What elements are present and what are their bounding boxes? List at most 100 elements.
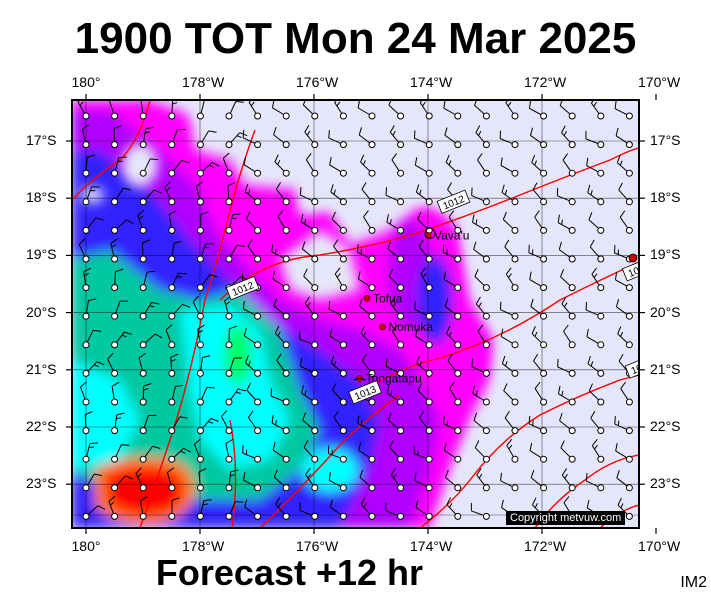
place-marker: Nomuka xyxy=(378,320,433,334)
wind-barb xyxy=(417,383,433,406)
wind-barb xyxy=(531,326,548,349)
wind-barb xyxy=(443,100,462,120)
wind-barb xyxy=(528,100,548,120)
wind-barb xyxy=(385,358,405,377)
wind-barb xyxy=(196,499,212,520)
lon-tick-label-bottom: 174°W xyxy=(410,538,453,554)
wind-barb xyxy=(225,101,244,120)
wind-barb xyxy=(530,298,548,320)
wind-barb xyxy=(615,443,633,463)
wind-barb xyxy=(135,467,147,492)
wind-barb xyxy=(301,385,319,406)
wind-barb xyxy=(225,244,245,263)
wind-barb xyxy=(277,210,290,234)
wind-barb xyxy=(243,156,262,177)
wind-barb xyxy=(82,267,92,292)
lon-tick-label-top: 180° xyxy=(71,74,101,90)
wind-barb xyxy=(472,385,490,406)
wind-barb xyxy=(446,497,462,520)
lon-tick-label-top: 174°W xyxy=(410,74,453,90)
wind-barb xyxy=(620,381,633,406)
wind-barb xyxy=(385,187,405,206)
wind-barb xyxy=(274,325,290,349)
wind-barb xyxy=(443,442,462,463)
wind-barb xyxy=(248,410,262,435)
wind-barb xyxy=(196,274,218,292)
wind-barb xyxy=(82,217,104,234)
wind-barb xyxy=(196,211,209,234)
wind-barb xyxy=(415,184,433,206)
lon-tick-label-top: 178°W xyxy=(182,74,225,90)
wind-barb xyxy=(442,415,462,435)
wind-barb xyxy=(196,243,214,263)
wind-barb xyxy=(225,438,234,463)
image-code: IM2 xyxy=(680,574,707,591)
place-label: Nomuka xyxy=(388,320,433,334)
wind-barb xyxy=(225,388,247,406)
wind-barb xyxy=(168,303,191,320)
wind-barbs xyxy=(77,100,633,520)
wind-barb xyxy=(304,125,319,149)
wind-barb xyxy=(473,241,490,263)
place-marker: Vava'u xyxy=(424,228,469,242)
wind-barb xyxy=(413,445,433,463)
wind-barb xyxy=(532,182,548,206)
wind-barb xyxy=(419,100,433,120)
wind-barb xyxy=(559,412,576,435)
wind-barb xyxy=(530,127,548,149)
wind-barb xyxy=(271,415,290,435)
wind-barb xyxy=(273,126,290,149)
wind-barb xyxy=(471,187,490,206)
wind-barb xyxy=(168,416,188,435)
wind-barb xyxy=(328,301,347,320)
wind-barb xyxy=(82,473,103,492)
wind-barb xyxy=(618,182,633,206)
wind-barb xyxy=(390,296,405,320)
wind-barb xyxy=(243,472,262,492)
wind-barb xyxy=(111,219,134,234)
lat-tick-label-left: 21°S xyxy=(26,360,57,377)
svg-text:1013: 1013 xyxy=(630,358,655,377)
wind-barb xyxy=(391,153,405,177)
wind-barb xyxy=(303,440,319,463)
wind-barb xyxy=(358,442,376,463)
wind-barb xyxy=(333,410,347,435)
wind-barb xyxy=(305,153,319,177)
wind-barb xyxy=(139,239,150,263)
wind-barb xyxy=(271,243,290,263)
wind-barb xyxy=(359,298,376,320)
lat-tick-label-right: 22°S xyxy=(650,418,681,434)
wind-barb xyxy=(502,211,519,234)
wind-barb xyxy=(475,125,490,149)
wind-barb xyxy=(475,296,490,320)
wind-barb xyxy=(359,469,376,492)
wind-barb xyxy=(275,497,290,520)
wind-barb xyxy=(331,211,347,234)
wind-barb xyxy=(357,271,376,292)
wind-barb xyxy=(329,157,347,177)
wind-barb xyxy=(561,296,576,320)
wind-barb xyxy=(299,502,319,520)
wind-barb xyxy=(221,410,233,435)
wind-barb xyxy=(164,181,176,206)
wind-barb xyxy=(474,268,490,292)
wind-barb xyxy=(446,326,462,349)
wind-barb xyxy=(390,467,405,492)
wind-barb xyxy=(139,270,156,292)
wind-barb xyxy=(299,187,319,206)
wind-barb xyxy=(111,475,133,492)
lon-tick-label-bottom: 170°W xyxy=(638,538,681,554)
wind-barb xyxy=(225,213,241,234)
wind-barb xyxy=(504,410,519,435)
wind-barb xyxy=(330,355,347,377)
wind-barb xyxy=(500,328,519,349)
wind-barb xyxy=(585,473,605,492)
wind-barb xyxy=(196,468,207,492)
wind-barb xyxy=(225,357,242,377)
wind-barb xyxy=(168,353,179,377)
wind-barb xyxy=(139,414,157,435)
wind-barb xyxy=(328,130,347,149)
wind-barb xyxy=(534,381,548,406)
wind-barb xyxy=(534,210,548,234)
